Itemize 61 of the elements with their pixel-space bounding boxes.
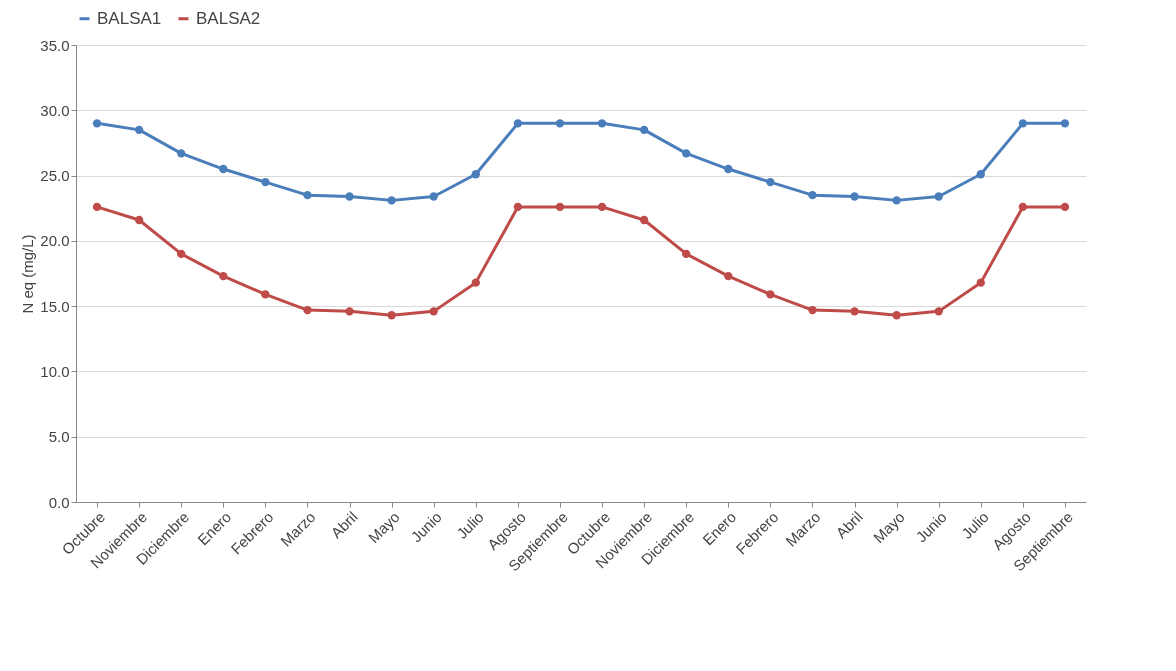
point xyxy=(724,271,733,281)
point xyxy=(177,149,186,158)
legend-label: BALSA2 xyxy=(196,8,261,28)
x-tick-label: Julio xyxy=(453,508,487,542)
point xyxy=(303,305,312,315)
point xyxy=(134,125,144,135)
point xyxy=(850,307,859,316)
y-tick-label: 0.0 xyxy=(48,493,70,511)
point xyxy=(429,307,438,316)
point xyxy=(387,196,396,205)
point xyxy=(513,119,523,128)
point xyxy=(639,125,649,135)
point xyxy=(92,202,102,212)
point xyxy=(345,192,354,201)
point xyxy=(555,202,565,212)
point xyxy=(808,190,817,200)
point xyxy=(471,170,480,179)
point xyxy=(976,170,985,179)
point xyxy=(92,119,102,128)
y-tick-label: 35.0 xyxy=(40,36,70,54)
point xyxy=(345,307,354,316)
point xyxy=(1060,119,1070,128)
point xyxy=(471,278,480,287)
y-tick-label: 30.0 xyxy=(40,101,70,119)
point xyxy=(597,119,607,128)
point xyxy=(429,192,438,201)
point xyxy=(177,249,186,259)
point xyxy=(1018,119,1028,128)
point xyxy=(934,307,943,316)
point xyxy=(1018,202,1028,212)
legend-label: BALSA1 xyxy=(97,8,162,28)
point xyxy=(597,202,607,212)
point xyxy=(808,305,817,315)
point xyxy=(134,215,144,225)
point xyxy=(1060,202,1070,212)
x-tick-label: Julio xyxy=(958,508,992,542)
point xyxy=(850,192,859,201)
point xyxy=(639,215,649,225)
y-tick-label: 20.0 xyxy=(40,232,70,250)
point xyxy=(976,278,985,287)
point xyxy=(892,196,901,205)
y-tick-label: 25.0 xyxy=(40,167,70,185)
point xyxy=(892,311,901,320)
y-tick-label: 15.0 xyxy=(40,297,70,315)
y-axis-title: N eq (mg/L) xyxy=(19,234,37,314)
point xyxy=(219,271,228,281)
point xyxy=(934,192,943,201)
point xyxy=(261,177,270,187)
point xyxy=(261,290,270,299)
point xyxy=(387,311,396,320)
point xyxy=(219,164,228,174)
point xyxy=(766,290,775,299)
point xyxy=(766,177,775,187)
point xyxy=(682,149,691,158)
point xyxy=(513,202,523,212)
point xyxy=(303,190,312,200)
point xyxy=(724,164,733,174)
point xyxy=(555,119,565,128)
y-tick-label: 10.0 xyxy=(40,362,70,380)
y-tick-label: 5.0 xyxy=(48,428,70,446)
point xyxy=(682,249,691,259)
